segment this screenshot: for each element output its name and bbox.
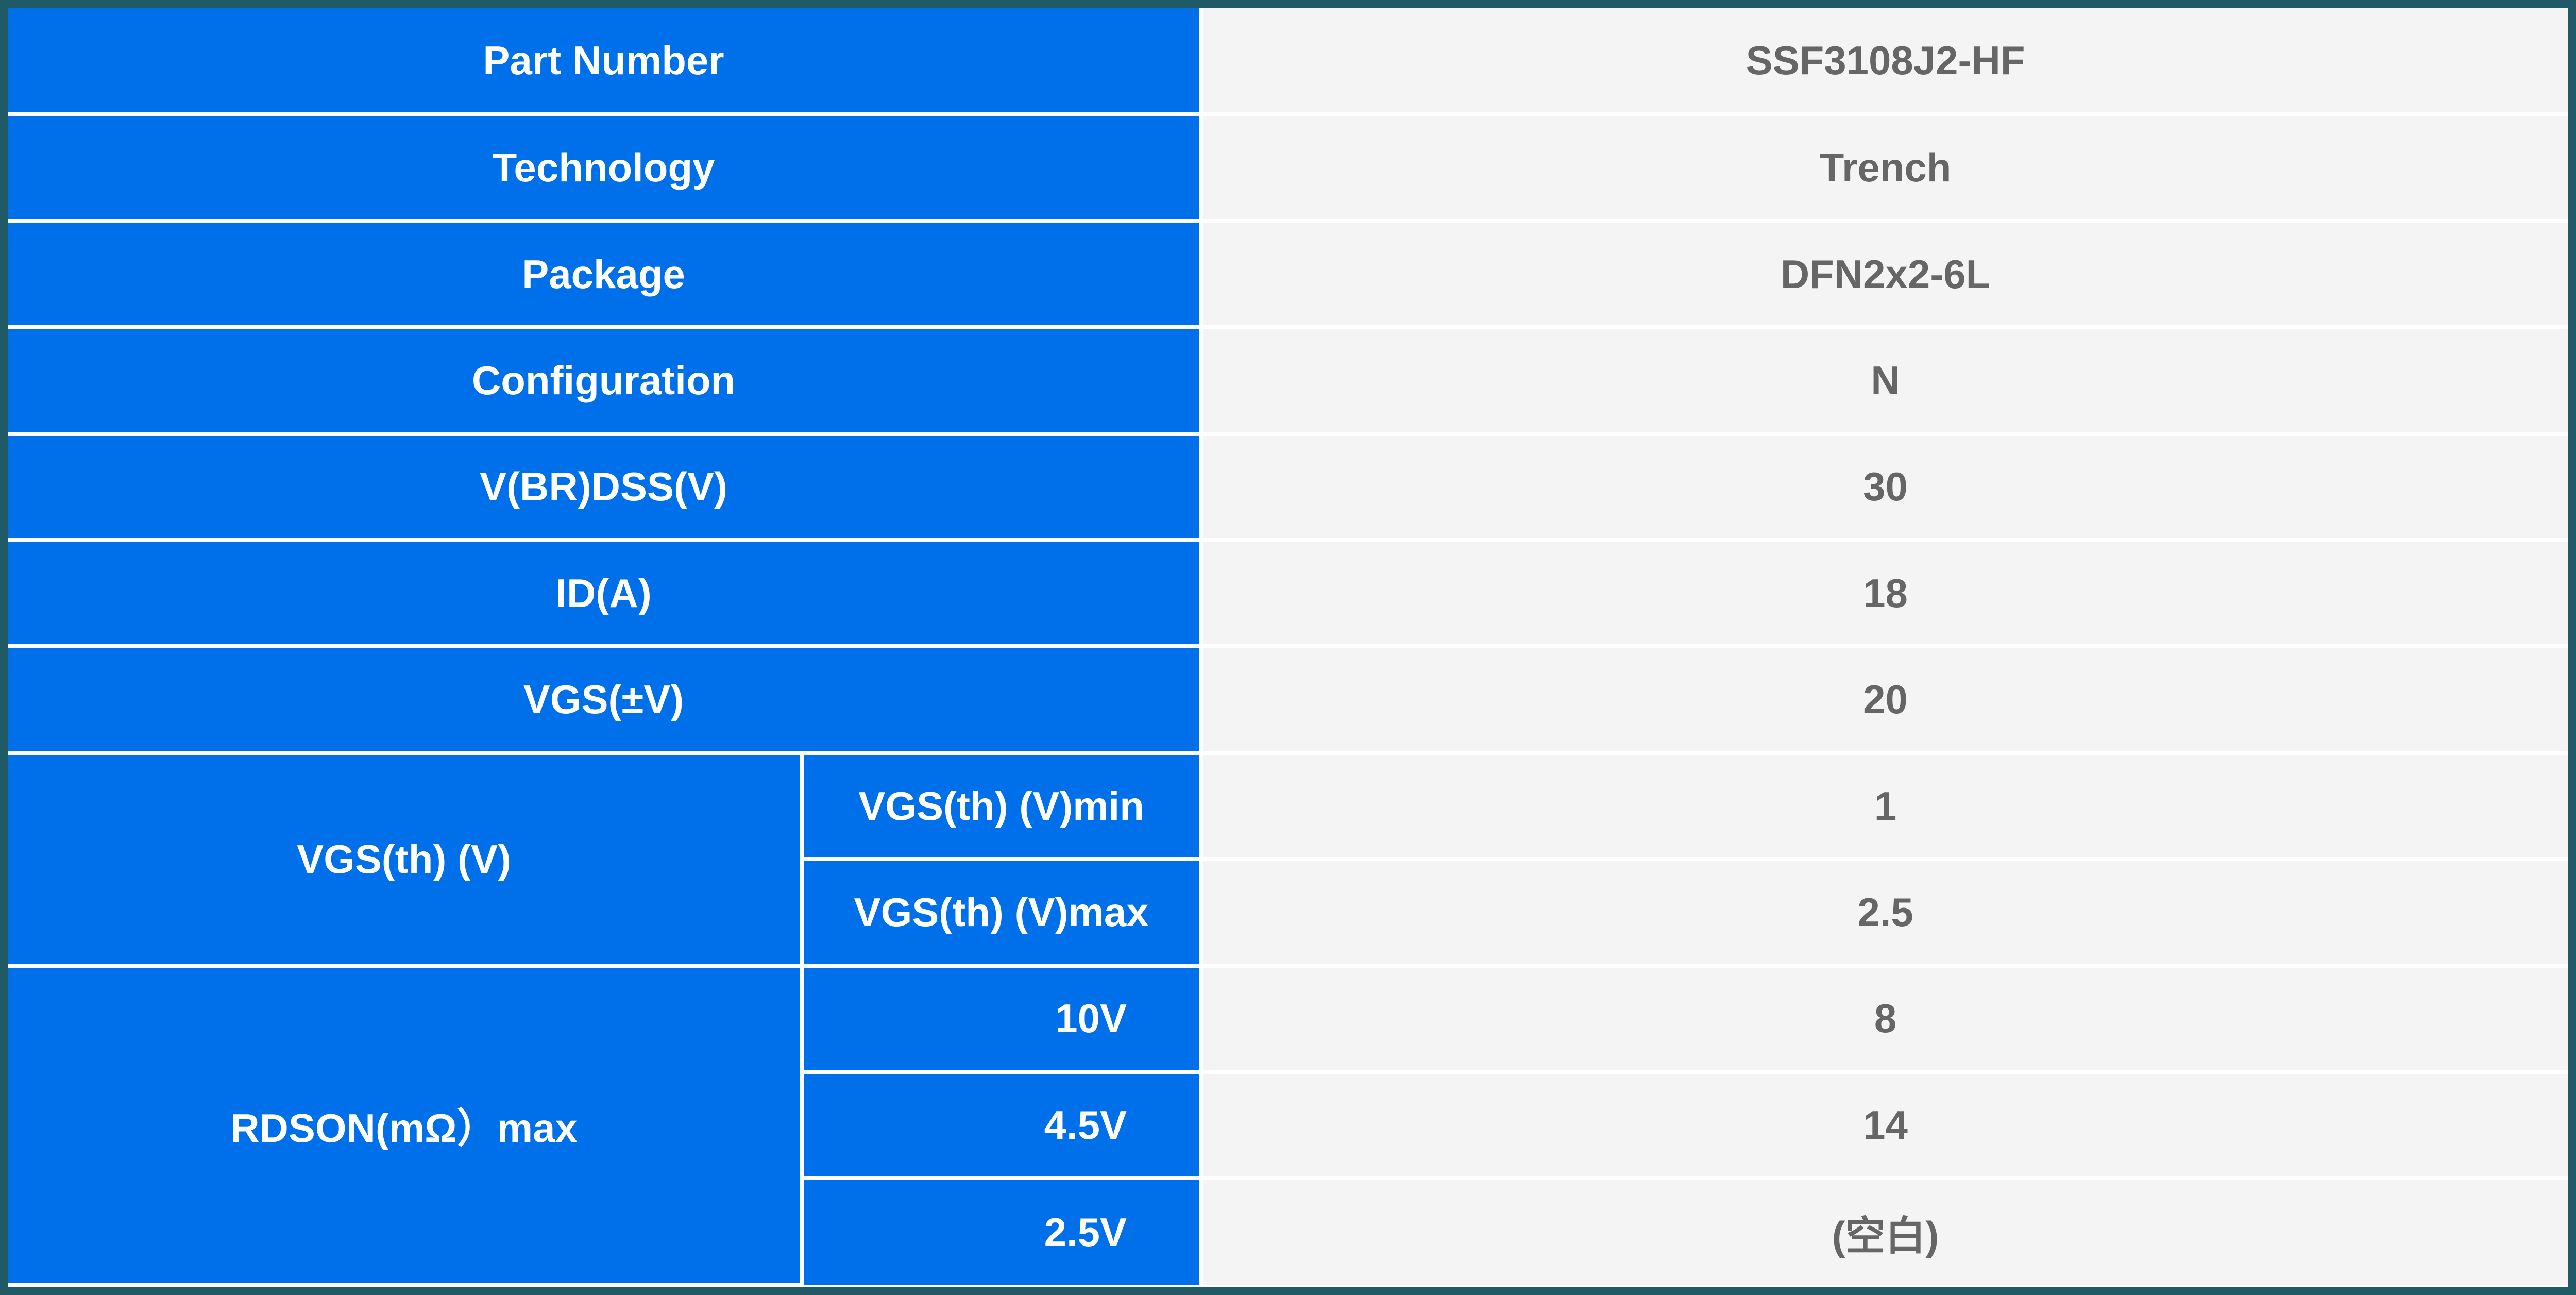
table-row: VGS(th) (V)max 2.5 <box>8 857 2568 968</box>
table-row: Technology Trench <box>8 112 2568 223</box>
label-package: Package <box>8 218 1204 330</box>
label-part-number: Part Number <box>8 8 1204 117</box>
label-rdson-2.5v: 2.5V <box>802 1176 1204 1285</box>
value-rdson-2.5v: (空白) <box>1199 1176 2568 1285</box>
table-row: V(BR)DSS(V) 30 <box>8 431 2568 543</box>
table-row: 4.5V 14 <box>8 1070 2568 1181</box>
value-technology: Trench <box>1199 112 2568 223</box>
label-technology: Technology <box>8 112 1204 223</box>
table-row: VGS(th) (V) VGS(th) (V)min 1 <box>8 750 2568 968</box>
value-vgsth-min: 1 <box>1199 750 2568 862</box>
value-rdson-10v: 8 <box>1199 963 2568 1074</box>
label-vgsth-max: VGS(th) (V)max <box>802 857 1204 968</box>
label-id: ID(A) <box>8 538 1204 649</box>
label-vbrdss: V(BR)DSS(V) <box>8 431 1204 543</box>
label-rdson-10v: 10V <box>800 963 1204 1074</box>
value-configuration: N <box>1199 325 2568 436</box>
table-row: 2.5V (空白) <box>8 1176 2568 1285</box>
spec-table: Part Number SSF3108J2-HF Technology Tren… <box>8 8 2568 1287</box>
spec-table-frame: Part Number SSF3108J2-HF Technology Tren… <box>8 8 2568 1287</box>
value-vbrdss: 30 <box>1199 431 2568 543</box>
table-row: VGS(±V) 20 <box>8 644 2568 755</box>
label-vgsth: VGS(th) (V) <box>8 750 804 968</box>
value-id: 18 <box>1199 538 2568 649</box>
value-part-number: SSF3108J2-HF <box>1199 8 2568 117</box>
label-configuration: Configuration <box>8 325 1204 436</box>
value-package: DFN2x2-6L <box>1199 218 2568 330</box>
table-row: Part Number SSF3108J2-HF <box>8 8 2568 117</box>
value-rdson-4.5v: 14 <box>1199 1070 2568 1181</box>
label-vgs: VGS(±V) <box>8 644 1204 755</box>
value-vgsth-max: 2.5 <box>1199 857 2568 968</box>
label-rdson-4.5v: 4.5V <box>802 1070 1204 1181</box>
table-row: Configuration N <box>8 325 2568 436</box>
table-row: RDSON(mΩ）max 10V 8 <box>8 963 2568 1287</box>
label-rdson: RDSON(mΩ）max <box>8 963 804 1287</box>
table-row: ID(A) 18 <box>8 538 2568 649</box>
table-row: Package DFN2x2-6L <box>8 218 2568 330</box>
label-vgsth-min: VGS(th) (V)min <box>800 750 1204 862</box>
value-vgs: 20 <box>1199 644 2568 755</box>
